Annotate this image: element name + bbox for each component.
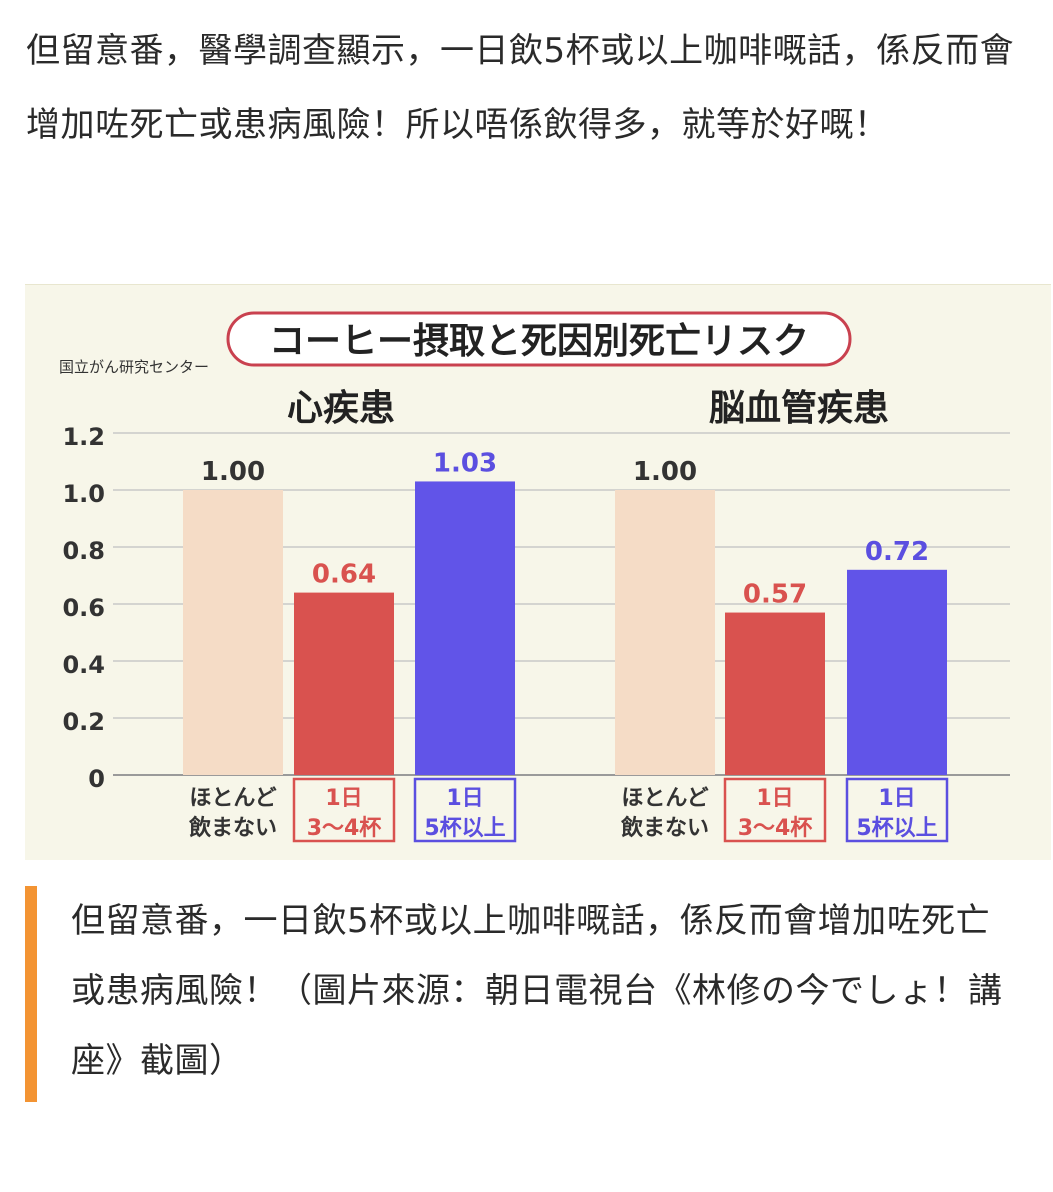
- bar: [183, 490, 283, 775]
- caption-text: 但留意番，一日飲5杯或以上咖啡嘅話，係反而會增加咗死亡或患病風險！（圖片來源：朝…: [71, 901, 1003, 1081]
- category-label: 飲まない: [620, 815, 709, 841]
- data-label: 0.64: [312, 560, 376, 590]
- panel-title: 脳血管疾患: [709, 388, 889, 429]
- data-label: 0.57: [743, 580, 807, 610]
- y-tick-label: 0: [88, 765, 105, 793]
- bar: [615, 490, 715, 775]
- category-label: 5杯以上: [856, 816, 937, 841]
- y-tick-label: 1.0: [62, 480, 105, 508]
- bar: [725, 612, 825, 775]
- source-label: 国立がん研究センター: [59, 358, 209, 376]
- bar: [294, 592, 394, 775]
- category-label: ほとんど: [189, 786, 276, 811]
- y-tick-label: 0.2: [62, 708, 105, 736]
- bar: [415, 481, 515, 775]
- y-tick-label: 0.6: [62, 594, 105, 622]
- category-label: ほとんど: [621, 786, 708, 811]
- data-label: 1.00: [633, 457, 697, 487]
- category-box: [413, 777, 517, 843]
- article-paragraph: 但留意番，醫學調查顯示，一日飲5杯或以上咖啡嘅話，係反而會增加咗死亡或患病風險！…: [26, 31, 1015, 145]
- category-label: 1日: [878, 786, 915, 811]
- category-label: 1日: [756, 786, 793, 811]
- data-label: 1.03: [433, 448, 497, 478]
- data-label: 1.00: [201, 457, 265, 487]
- category-box: [292, 777, 396, 843]
- chart-figure: コーヒー摂取と死因別死亡リスク 国立がん研究センター 0 0.2 0.4 0.6 0.8…: [25, 284, 1051, 860]
- bar: [847, 569, 947, 775]
- category-label: 5杯以上: [424, 816, 505, 841]
- y-tick-label: 1.2: [62, 423, 105, 451]
- y-tick-label: 0.8: [62, 537, 105, 565]
- caption-block: 但留意番，一日飲5杯或以上咖啡嘅話，係反而會增加咗死亡或患病風險！（圖片來源：朝…: [25, 886, 1025, 1102]
- chart-title-pill: [226, 311, 852, 367]
- category-label: 飲まない: [188, 815, 277, 841]
- category-label: 3〜4杯: [738, 816, 813, 841]
- panel-title: 心疾患: [287, 388, 395, 429]
- category-label: 1日: [325, 786, 362, 811]
- chart-svg: コーヒー摂取と死因別死亡リスク 国立がん研究センター 0 0.2 0.4 0.6 0.8…: [59, 311, 1010, 843]
- category-label: 3〜4杯: [307, 816, 382, 841]
- category-label: 1日: [446, 786, 483, 811]
- category-box: [845, 777, 949, 843]
- chart-title: コーヒー摂取と死因別死亡リスク: [269, 321, 809, 362]
- y-tick-label: 0.4: [62, 651, 105, 679]
- data-label: 0.72: [865, 537, 929, 567]
- category-box: [723, 777, 827, 843]
